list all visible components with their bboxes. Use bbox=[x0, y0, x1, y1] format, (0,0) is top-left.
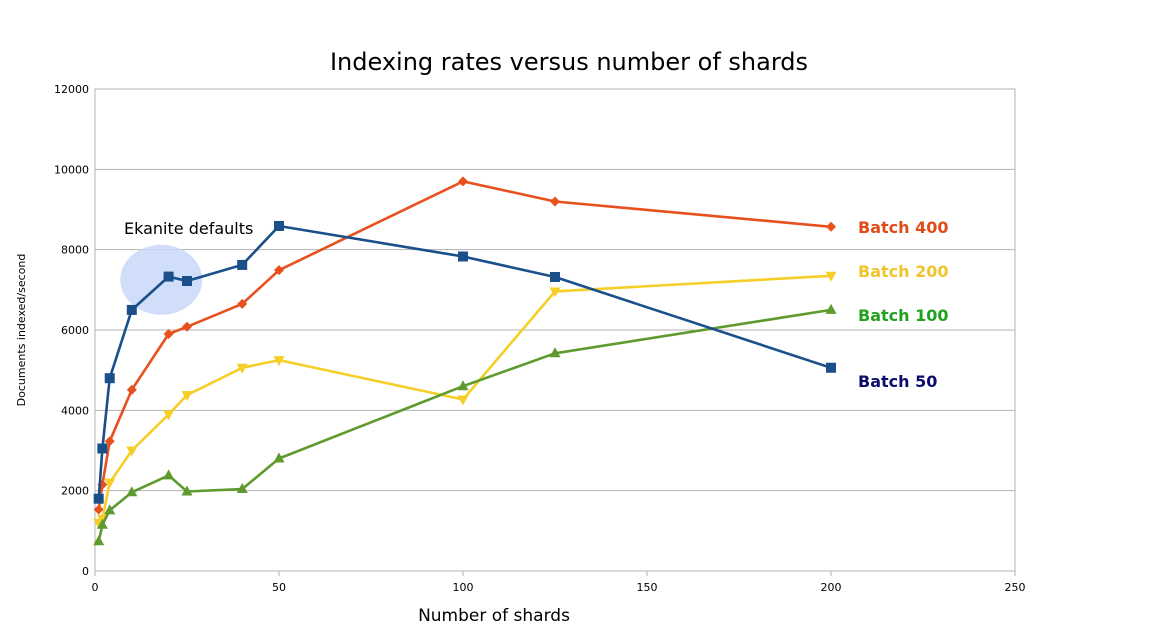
y-tick-label: 8000 bbox=[61, 244, 89, 257]
point-batch-100 bbox=[549, 347, 561, 358]
annotation-label: Ekanite defaults bbox=[124, 219, 253, 238]
point-batch-400 bbox=[163, 329, 174, 340]
point-batch-50 bbox=[550, 271, 560, 282]
series-label-batch-400: Batch 400 bbox=[858, 218, 948, 237]
plot-frame bbox=[94, 88, 1016, 572]
point-batch-100 bbox=[825, 303, 837, 314]
point-batch-400 bbox=[126, 384, 137, 395]
y-tick-label: 10000 bbox=[54, 163, 89, 176]
point-batch-400 bbox=[458, 176, 468, 187]
point-batch-100 bbox=[181, 485, 193, 496]
point-batch-200 bbox=[163, 410, 175, 421]
series-line-batch-50 bbox=[97, 224, 832, 499]
point-batch-200 bbox=[126, 446, 138, 457]
point-batch-50 bbox=[237, 259, 248, 270]
point-batch-50 bbox=[826, 362, 836, 373]
y-tick-label: 12000 bbox=[54, 83, 89, 96]
annotation-highlight bbox=[120, 244, 203, 315]
point-batch-100 bbox=[96, 518, 108, 529]
point-batch-400 bbox=[550, 196, 560, 207]
y-tick-label: 4000 bbox=[61, 404, 89, 417]
y-axis-title: Documents indexed/second bbox=[15, 254, 28, 407]
y-tick-label: 6000 bbox=[61, 324, 89, 337]
point-batch-100 bbox=[457, 380, 469, 391]
point-batch-50 bbox=[104, 373, 115, 384]
x-axis-title: Number of shards bbox=[418, 606, 570, 626]
point-batch-100 bbox=[163, 469, 175, 480]
x-tick-label: 0 bbox=[92, 581, 99, 594]
point-batch-200 bbox=[273, 356, 285, 367]
point-batch-50 bbox=[126, 304, 137, 315]
series-label-batch-100: Batch 100 bbox=[858, 306, 948, 325]
point-batch-100 bbox=[93, 535, 105, 546]
series-label-batch-50: Batch 50 bbox=[858, 372, 937, 391]
point-batch-50 bbox=[163, 271, 174, 282]
point-batch-50 bbox=[182, 275, 192, 286]
point-batch-400 bbox=[237, 298, 248, 309]
x-tick-label: 200 bbox=[821, 581, 842, 594]
point-batch-50 bbox=[93, 493, 104, 504]
point-batch-200 bbox=[825, 271, 837, 282]
point-batch-100 bbox=[236, 483, 248, 494]
chart-title: Indexing rates versus number of shards bbox=[330, 48, 808, 76]
point-batch-200 bbox=[236, 363, 248, 374]
point-batch-400 bbox=[826, 221, 836, 232]
y-tick-label: 2000 bbox=[61, 485, 89, 498]
point-batch-400 bbox=[182, 321, 192, 332]
series-label-batch-200: Batch 200 bbox=[858, 262, 948, 281]
point-batch-400 bbox=[93, 504, 104, 515]
point-batch-50 bbox=[458, 251, 468, 262]
x-tick-label: 50 bbox=[272, 581, 286, 594]
point-batch-200 bbox=[549, 287, 561, 298]
x-tick-label: 250 bbox=[1005, 581, 1026, 594]
point-batch-200 bbox=[104, 478, 116, 489]
point-batch-100 bbox=[273, 452, 285, 463]
point-batch-200 bbox=[457, 395, 469, 406]
point-batch-100 bbox=[126, 486, 138, 497]
point-batch-100 bbox=[104, 504, 116, 515]
point-batch-400 bbox=[274, 265, 284, 276]
point-batch-200 bbox=[181, 391, 193, 402]
plot-area: 0 2000 4000 6000 8000 10000 12000 0 50 100 150 200 2… bbox=[54, 83, 1026, 594]
y-tick-label: 0 bbox=[82, 565, 89, 578]
point-batch-50 bbox=[97, 443, 108, 454]
x-tick-label: 150 bbox=[637, 581, 658, 594]
x-tick-label: 100 bbox=[453, 581, 474, 594]
point-batch-50 bbox=[274, 220, 284, 231]
series-line-batch-100 bbox=[97, 308, 832, 542]
